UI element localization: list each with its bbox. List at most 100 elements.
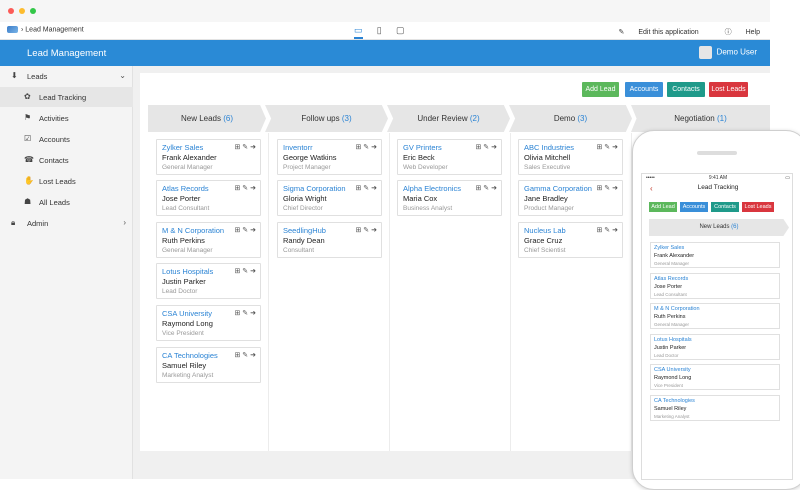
stage-under-review[interactable]: Under Review (2) <box>387 105 510 132</box>
lead-card[interactable]: Sigma Corporation Gloria Wright Chief Dire… <box>277 180 382 216</box>
lead-card[interactable]: ABC Industries Olivia Mitchell Sales Execu… <box>518 139 623 175</box>
add-icon[interactable]: ⊞ <box>234 310 241 317</box>
sidebar-item-activities[interactable]: ⚑ Activities <box>0 108 133 128</box>
move-arrow-icon[interactable]: ➜ <box>371 227 377 234</box>
lead-card[interactable]: CA Technologies Samuel Riley Marketing Ana… <box>156 347 261 383</box>
lead-company[interactable]: Zylker Sales <box>654 245 685 251</box>
move-arrow-icon[interactable]: ➜ <box>612 144 618 151</box>
laptop-icon[interactable]: ▭ <box>354 25 363 39</box>
accounts-button[interactable]: Accounts <box>625 82 663 97</box>
move-arrow-icon[interactable]: ➜ <box>371 185 377 192</box>
add-icon[interactable]: ⊞ <box>475 144 482 151</box>
add-icon[interactable]: ⊞ <box>234 185 241 192</box>
phone-stage-new-leads[interactable]: New Leads (6) <box>649 219 789 236</box>
lead-company[interactable]: Lotus Hospitals <box>654 337 692 343</box>
sidebar-item-contacts[interactable]: ☎ Contacts <box>0 150 133 170</box>
edit-icon[interactable]: ✎ <box>363 227 370 234</box>
lead-company[interactable]: CSA University <box>162 309 213 318</box>
edit-icon[interactable]: ✎ <box>483 144 490 151</box>
sidebar-item-accounts[interactable]: ☑ Accounts <box>0 129 133 149</box>
sidebar-item-leads[interactable]: ⬇ Leads ⌄ <box>0 66 133 86</box>
phone-add-lead-button[interactable]: Add Lead <box>649 202 677 212</box>
maximize-window-button[interactable] <box>30 8 36 14</box>
phone-lead-card[interactable]: Zylker Sales Frank Alexander General Manag… <box>650 242 780 268</box>
edit-icon[interactable]: ✎ <box>604 185 611 192</box>
edit-icon[interactable]: ✎ <box>604 144 611 151</box>
phone-contacts-button[interactable]: Contacts <box>711 202 739 212</box>
add-icon[interactable]: ⊞ <box>475 185 482 192</box>
lead-company[interactable]: CSA University <box>654 367 691 373</box>
edit-icon[interactable]: ✎ <box>242 185 249 192</box>
lead-company[interactable]: CA Technologies <box>162 351 218 360</box>
lead-company[interactable]: GV Printers <box>403 143 442 152</box>
lead-company[interactable]: Gamma Corporation <box>524 184 592 193</box>
edit-icon[interactable]: ✎ <box>604 227 611 234</box>
add-icon[interactable]: ⊞ <box>355 144 362 151</box>
add-icon[interactable]: ⊞ <box>234 352 241 359</box>
edit-icon[interactable]: ✎ <box>363 144 370 151</box>
lead-card[interactable]: Inventorr George Watkins Project Manager ⊞ … <box>277 139 382 175</box>
add-icon[interactable]: ⊞ <box>596 144 603 151</box>
lead-company[interactable]: Alpha Electronics <box>403 184 461 193</box>
add-icon[interactable]: ⊞ <box>596 227 603 234</box>
add-icon[interactable]: ⊞ <box>234 268 241 275</box>
move-arrow-icon[interactable]: ➜ <box>250 144 256 151</box>
lead-card[interactable]: Zylker Sales Frank Alexander General Manag… <box>156 139 261 175</box>
move-arrow-icon[interactable]: ➜ <box>250 227 256 234</box>
edit-icon[interactable]: ✎ <box>242 310 249 317</box>
close-window-button[interactable] <box>8 8 14 14</box>
lead-card[interactable]: Nucleus Lab Grace Cruz Chief Scientist ⊞ ✎ … <box>518 222 623 258</box>
add-icon[interactable]: ⊞ <box>355 185 362 192</box>
sidebar-item-lead-tracking[interactable]: ✿ Lead Tracking <box>0 87 133 107</box>
edit-icon[interactable]: ✎ <box>242 352 249 359</box>
lead-company[interactable]: CA Technologies <box>654 398 695 404</box>
sidebar-item-all-leads[interactable]: ☗ All Leads <box>0 192 133 212</box>
breadcrumb[interactable]: › Lead Management <box>7 26 84 33</box>
move-arrow-icon[interactable]: ➜ <box>491 144 497 151</box>
tablet-landscape-icon[interactable]: ▢ <box>395 25 405 35</box>
add-lead-button[interactable]: Add Lead <box>582 82 619 97</box>
lead-company[interactable]: M & N Corporation <box>162 226 225 235</box>
lead-card[interactable]: GV Printers Eric Beck Web Developer ⊞ ✎ ➜ <box>397 139 502 175</box>
edit-icon[interactable]: ✎ <box>363 185 370 192</box>
edit-application-link[interactable]: ✎ Edit this application <box>607 29 699 36</box>
lead-card[interactable]: Lotus Hospitals Justin Parker Lead Doctor ⊞… <box>156 263 261 299</box>
phone-lead-card[interactable]: CA Technologies Samuel Riley Marketing Ana… <box>650 395 780 421</box>
lead-company[interactable]: Lotus Hospitals <box>162 267 214 276</box>
lead-card[interactable]: SeedlingHub Randy Dean Consultant ⊞ ✎ ➜ <box>277 222 382 258</box>
edit-icon[interactable]: ✎ <box>242 268 249 275</box>
lead-company[interactable]: Atlas Records <box>162 184 209 193</box>
user-menu[interactable]: Demo User <box>698 46 757 59</box>
lead-card[interactable]: Atlas Records Jose Porter Lead Consultant ⊞… <box>156 180 261 216</box>
move-arrow-icon[interactable]: ➜ <box>612 227 618 234</box>
phone-lead-card[interactable]: Lotus Hospitals Justin Parker Lead Doctor <box>650 334 780 360</box>
lead-company[interactable]: M & N Corporation <box>654 306 700 312</box>
stage-demo[interactable]: Demo (3) <box>509 105 632 132</box>
lead-company[interactable]: SeedlingHub <box>283 226 326 235</box>
lead-company[interactable]: Atlas Records <box>654 276 689 282</box>
add-icon[interactable]: ⊞ <box>234 227 241 234</box>
help-link[interactable]: ⓘ Help <box>713 29 760 36</box>
move-arrow-icon[interactable]: ➜ <box>250 352 256 359</box>
move-arrow-icon[interactable]: ➜ <box>250 268 256 275</box>
contacts-button[interactable]: Contacts <box>667 82 705 97</box>
lead-company[interactable]: Inventorr <box>283 143 313 152</box>
add-icon[interactable]: ⊞ <box>355 227 362 234</box>
edit-icon[interactable]: ✎ <box>242 227 249 234</box>
move-arrow-icon[interactable]: ➜ <box>612 185 618 192</box>
move-arrow-icon[interactable]: ➜ <box>250 310 256 317</box>
lead-card[interactable]: CSA University Raymond Long Vice President… <box>156 305 261 341</box>
lead-card[interactable]: M & N Corporation Ruth Perkins General Man… <box>156 222 261 258</box>
phone-lead-card[interactable]: Atlas Records Jose Porter Lead Consultant <box>650 273 780 299</box>
stage-follow-ups[interactable]: Follow ups (3) <box>265 105 388 132</box>
stage-negotiation[interactable]: Negotiation (1) <box>631 105 770 132</box>
lead-company[interactable]: ABC Industries <box>524 143 575 152</box>
phone-lead-card[interactable]: M & N Corporation Ruth Perkins General Man… <box>650 303 780 329</box>
sidebar-item-admin[interactable]: 🔒︎ Admin › <box>0 213 133 233</box>
back-arrow-icon[interactable]: ‹ <box>650 184 653 193</box>
move-arrow-icon[interactable]: ➜ <box>491 185 497 192</box>
lead-card[interactable]: Gamma Corporation Jane Bradley Product Man… <box>518 180 623 216</box>
stage-new-leads[interactable]: New Leads (6) <box>148 105 266 132</box>
sidebar-item-lost-leads[interactable]: ✋ Lost Leads <box>0 171 133 191</box>
tablet-icon[interactable]: ▯ <box>376 25 382 35</box>
